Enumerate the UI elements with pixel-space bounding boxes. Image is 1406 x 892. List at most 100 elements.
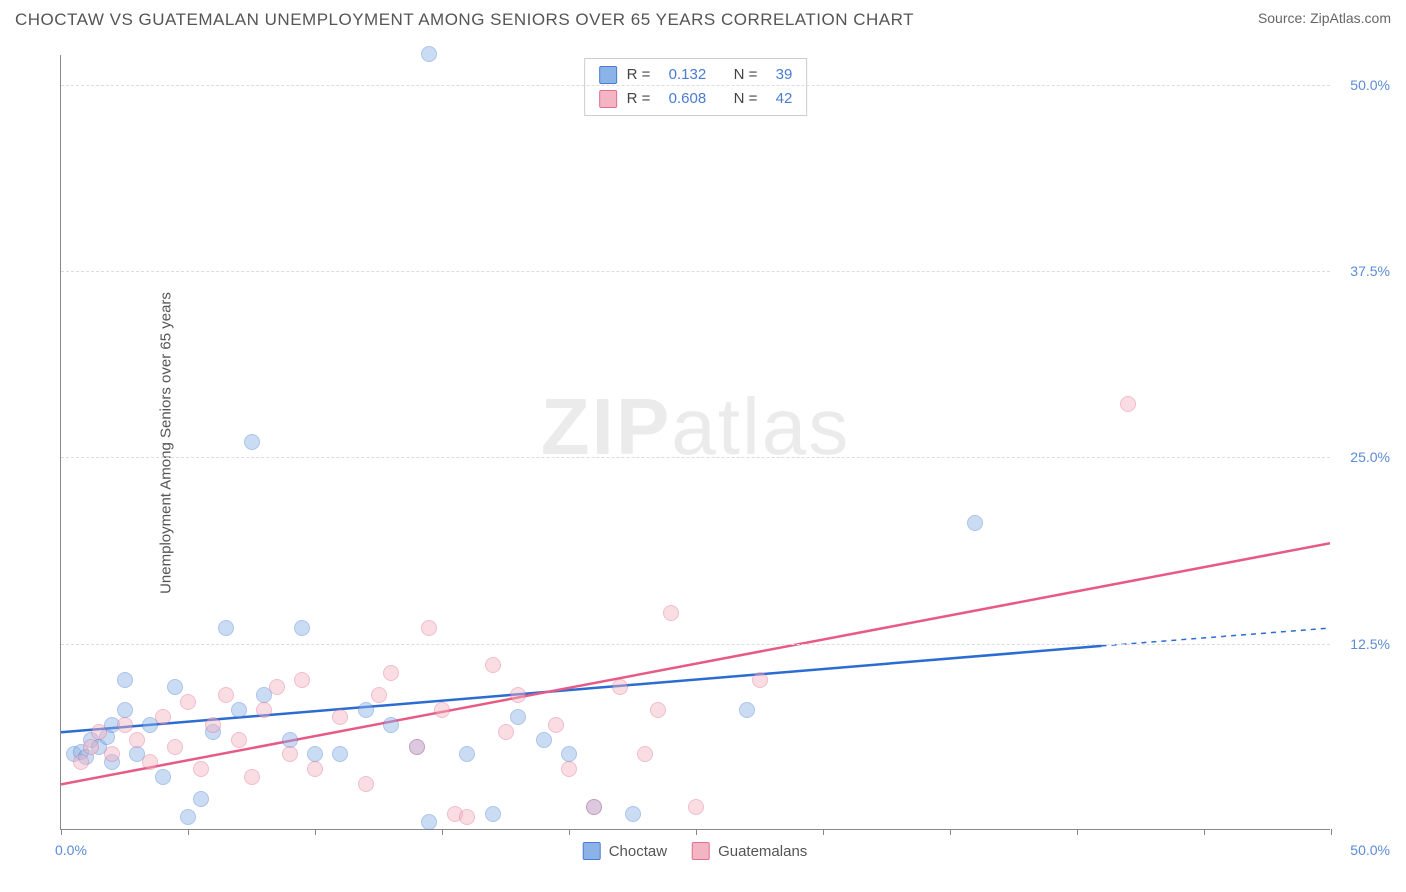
x-tick-mark bbox=[823, 829, 824, 835]
data-point bbox=[510, 709, 526, 725]
data-point bbox=[663, 605, 679, 621]
data-point bbox=[129, 732, 145, 748]
data-point bbox=[117, 717, 133, 733]
data-point bbox=[231, 732, 247, 748]
legend-swatch bbox=[692, 842, 710, 860]
x-tick-mark bbox=[950, 829, 951, 835]
gridline bbox=[61, 271, 1330, 272]
data-point bbox=[459, 809, 475, 825]
data-point bbox=[218, 687, 234, 703]
legend-r-value: 0.132 bbox=[669, 63, 724, 87]
data-point bbox=[155, 769, 171, 785]
watermark: ZIPatlas bbox=[541, 381, 850, 473]
data-point bbox=[193, 791, 209, 807]
data-point bbox=[91, 724, 107, 740]
data-point bbox=[142, 754, 158, 770]
x-tick-mark bbox=[315, 829, 316, 835]
data-point bbox=[650, 702, 666, 718]
data-point bbox=[218, 620, 234, 636]
legend-n-value: 42 bbox=[776, 87, 793, 111]
x-tick-mark bbox=[442, 829, 443, 835]
data-point bbox=[104, 746, 120, 762]
data-point bbox=[117, 702, 133, 718]
trend-line bbox=[61, 543, 1330, 784]
data-point bbox=[510, 687, 526, 703]
data-point bbox=[155, 709, 171, 725]
data-point bbox=[586, 799, 602, 815]
data-point bbox=[167, 679, 183, 695]
data-point bbox=[739, 702, 755, 718]
y-tick-label: 37.5% bbox=[1335, 263, 1390, 279]
legend-n-label: N = bbox=[734, 87, 766, 111]
data-point bbox=[167, 739, 183, 755]
data-point bbox=[536, 732, 552, 748]
y-tick-label: 25.0% bbox=[1335, 449, 1390, 465]
gridline bbox=[61, 85, 1330, 86]
data-point bbox=[332, 709, 348, 725]
data-point bbox=[625, 806, 641, 822]
data-point bbox=[180, 809, 196, 825]
data-point bbox=[205, 717, 221, 733]
y-tick-label: 12.5% bbox=[1335, 636, 1390, 652]
data-point bbox=[561, 746, 577, 762]
header: CHOCTAW VS GUATEMALAN UNEMPLOYMENT AMONG… bbox=[15, 10, 1391, 50]
data-point bbox=[371, 687, 387, 703]
data-point bbox=[332, 746, 348, 762]
data-point bbox=[485, 806, 501, 822]
x-tick-mark bbox=[569, 829, 570, 835]
x-tick-mark bbox=[1204, 829, 1205, 835]
y-tick-label: 50.0% bbox=[1335, 77, 1390, 93]
data-point bbox=[434, 702, 450, 718]
data-point bbox=[180, 694, 196, 710]
legend-swatch bbox=[583, 842, 601, 860]
chart-title: CHOCTAW VS GUATEMALAN UNEMPLOYMENT AMONG… bbox=[15, 10, 914, 30]
series-name: Guatemalans bbox=[718, 843, 807, 860]
data-point bbox=[688, 799, 704, 815]
data-point bbox=[73, 754, 89, 770]
data-point bbox=[485, 657, 501, 673]
gridline bbox=[61, 644, 1330, 645]
source-label: Source: ZipAtlas.com bbox=[1258, 10, 1391, 26]
gridline bbox=[61, 457, 1330, 458]
scatter-chart: Unemployment Among Seniors over 65 years… bbox=[60, 55, 1330, 830]
data-point bbox=[421, 620, 437, 636]
data-point bbox=[409, 739, 425, 755]
data-point bbox=[294, 672, 310, 688]
x-tick-mark bbox=[1331, 829, 1332, 835]
legend-n-label: N = bbox=[734, 63, 766, 87]
data-point bbox=[1120, 396, 1136, 412]
legend-n-value: 39 bbox=[776, 63, 793, 87]
x-tick-mark bbox=[1077, 829, 1078, 835]
data-point bbox=[231, 702, 247, 718]
data-point bbox=[548, 717, 564, 733]
legend-row: R =0.132N =39 bbox=[599, 63, 793, 87]
data-point bbox=[307, 761, 323, 777]
data-point bbox=[83, 739, 99, 755]
data-point bbox=[256, 702, 272, 718]
x-tick-mark bbox=[61, 829, 62, 835]
series-legend-item: Guatemalans bbox=[692, 842, 807, 860]
data-point bbox=[383, 665, 399, 681]
data-point bbox=[637, 746, 653, 762]
data-point bbox=[421, 814, 437, 830]
data-point bbox=[269, 679, 285, 695]
x-tick-mark bbox=[696, 829, 697, 835]
legend-swatch bbox=[599, 66, 617, 84]
legend-row: R = 0.608 N = 42 bbox=[599, 87, 793, 111]
data-point bbox=[498, 724, 514, 740]
data-point bbox=[282, 746, 298, 762]
series-legend-item: Choctaw bbox=[583, 842, 667, 860]
data-point bbox=[967, 515, 983, 531]
x-tick-mark bbox=[188, 829, 189, 835]
data-point bbox=[358, 702, 374, 718]
series-name: Choctaw bbox=[609, 843, 667, 860]
legend-r-label: R = bbox=[627, 87, 659, 111]
data-point bbox=[752, 672, 768, 688]
data-point bbox=[117, 672, 133, 688]
data-point bbox=[383, 717, 399, 733]
data-point bbox=[421, 46, 437, 62]
data-point bbox=[612, 679, 628, 695]
data-point bbox=[282, 732, 298, 748]
legend-r-value: 0.608 bbox=[669, 87, 724, 111]
correlation-legend: R = 0.132 N = 39R = 0.608 N = 42 bbox=[584, 58, 808, 116]
